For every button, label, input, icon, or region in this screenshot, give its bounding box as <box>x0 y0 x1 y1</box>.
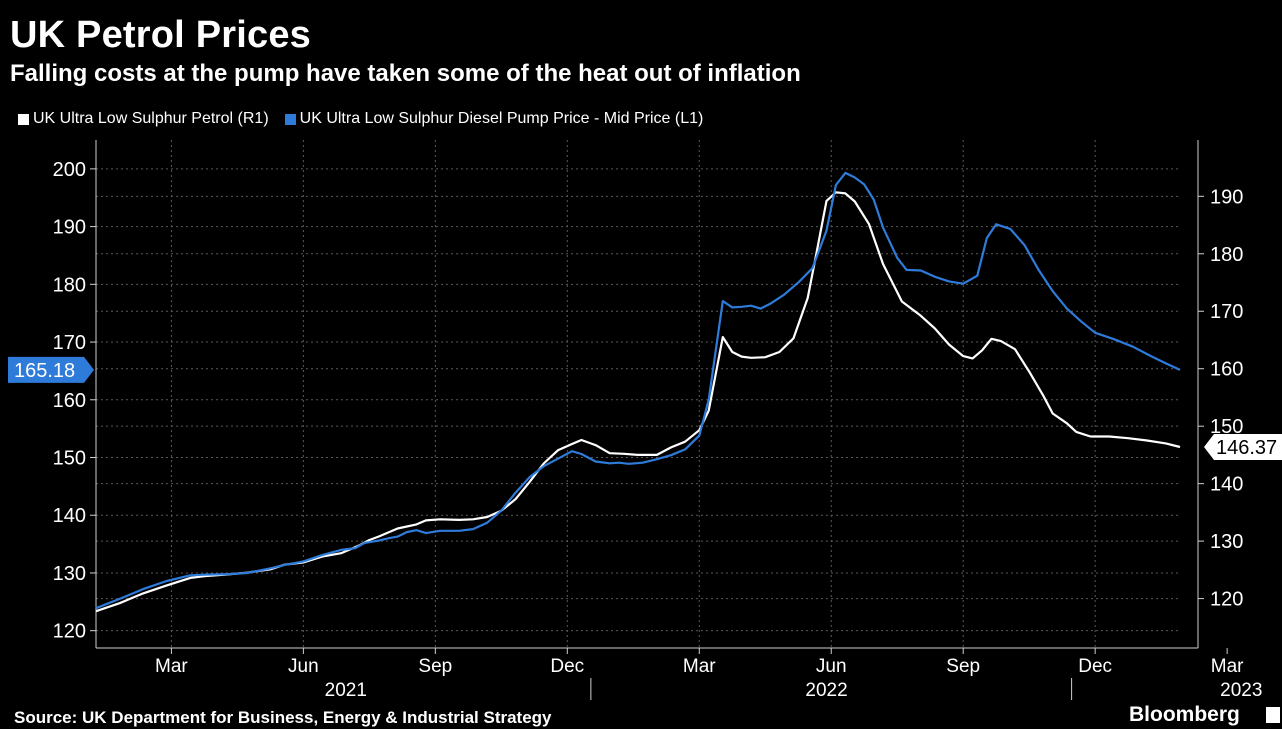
x-tick-label: Jun <box>288 656 319 677</box>
last-value-tag-petrol <box>1204 434 1282 461</box>
x-tick-label: Sep <box>946 656 980 677</box>
right-tick-label: 180 <box>1210 244 1243 266</box>
left-tick-label: 190 <box>53 217 86 239</box>
series-line-petrol <box>95 191 1181 613</box>
last-value-label-diesel: 165.18 <box>14 360 75 382</box>
last-value-label-petrol: 146.37 <box>1216 437 1277 459</box>
year-label: 2021 <box>325 680 367 701</box>
year-label: 2022 <box>805 680 847 701</box>
legend: UK Ultra Low Sulphur Petrol (R1) UK Ultr… <box>18 110 703 128</box>
left-tick-label: 150 <box>53 448 86 470</box>
left-tick-label: 140 <box>53 505 86 527</box>
last-value-tag-diesel <box>8 356 94 383</box>
year-label: 2023 <box>1220 680 1262 701</box>
right-tick-label: 120 <box>1210 589 1243 611</box>
x-tick-label: Mar <box>683 656 716 677</box>
x-tick-label: Sep <box>418 656 452 677</box>
source-note: Source: UK Department for Business, Ener… <box>14 708 552 727</box>
left-tick-label: 170 <box>53 332 86 354</box>
right-tick-label: 170 <box>1210 301 1243 323</box>
legend-item-petrol: UK Ultra Low Sulphur Petrol (R1) <box>18 110 269 128</box>
right-tick-label: 190 <box>1210 186 1243 208</box>
series-line-diesel <box>95 171 1181 610</box>
legend-item-diesel: UK Ultra Low Sulphur Diesel Pump Price -… <box>284 110 704 128</box>
x-tick-label: Dec <box>1078 656 1112 677</box>
legend-swatch-diesel <box>284 113 296 125</box>
left-tick-label: 160 <box>53 390 86 412</box>
right-tick-label: 130 <box>1210 531 1243 553</box>
x-tick-label: Mar <box>1211 656 1244 677</box>
right-tick-label: 160 <box>1210 359 1243 381</box>
left-tick-label: 130 <box>53 563 86 585</box>
brand-mark-icon <box>1266 707 1280 723</box>
legend-label-diesel: UK Ultra Low Sulphur Diesel Pump Price -… <box>299 110 704 127</box>
left-tick-label: 180 <box>53 274 86 296</box>
x-tick-label: Mar <box>155 656 188 677</box>
x-tick-label: Dec <box>550 656 584 677</box>
right-tick-label: 140 <box>1210 474 1243 496</box>
legend-swatch-petrol <box>18 113 29 125</box>
chart-title: UK Petrol Prices <box>10 14 311 56</box>
chart-subtitle: Falling costs at the pump have taken som… <box>10 60 801 87</box>
gridlines <box>96 140 1180 648</box>
brand-logo: Bloomberg <box>1129 703 1240 726</box>
left-tick-label: 200 <box>53 159 86 181</box>
left-tick-label: 120 <box>53 621 86 643</box>
right-tick-label: 150 <box>1210 416 1243 438</box>
x-tick-label: Jun <box>816 656 847 677</box>
legend-label-petrol: UK Ultra Low Sulphur Petrol (R1) <box>33 110 269 127</box>
